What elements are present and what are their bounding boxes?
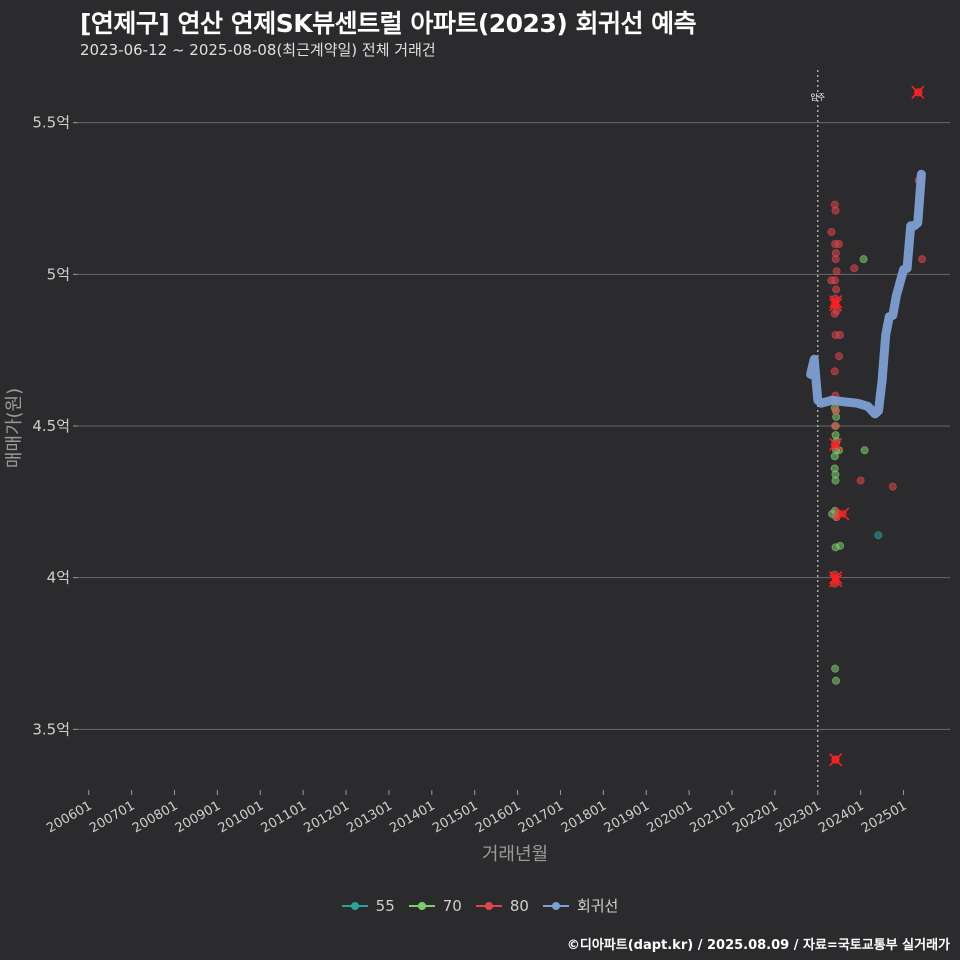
x-tick-label: 201501	[430, 798, 480, 836]
data-point-70	[836, 542, 843, 549]
x-tick-label: 201401	[387, 798, 437, 836]
legend-label-80: 80	[510, 897, 529, 915]
x-tick-label: 202001	[645, 798, 695, 836]
regression-layer	[811, 174, 922, 414]
data-point-70	[832, 677, 839, 684]
x-tick-label: 202501	[859, 798, 909, 836]
chart-svg: 입주 3.5억 4억 4.5억 5억 5.5억 200601200701200801200…	[0, 0, 960, 960]
data-point-80	[832, 256, 839, 263]
data-point-55	[875, 532, 882, 539]
x-axis-label: 거래년월	[482, 844, 548, 865]
x-tick-label: 200901	[173, 798, 223, 836]
legend: 55 70 80 회귀선	[0, 895, 960, 916]
data-point-80	[835, 240, 842, 247]
legend-item-regression[interactable]: 회귀선	[543, 895, 618, 916]
x-tick-label: 202101	[688, 798, 738, 836]
y-tick-label: 5.5억	[32, 114, 70, 132]
x-tick-label: 201601	[473, 798, 523, 836]
data-point-80	[832, 286, 839, 293]
data-point-80	[833, 268, 840, 275]
y-tick-label: 5억	[47, 265, 70, 283]
grid-layer	[78, 123, 950, 730]
legend-key-regression	[543, 900, 569, 912]
data-point-80	[857, 477, 864, 484]
source-caption: ©디아파트(dapt.kr) / 2025.08.09 / 자료=국토교통부 실…	[567, 934, 950, 953]
legend-label-70: 70	[443, 897, 462, 915]
data-point-70	[860, 256, 867, 263]
y-axis-label: 매매가(원)	[4, 388, 25, 468]
data-point-80	[828, 228, 835, 235]
y-tick-label: 4억	[47, 569, 70, 587]
data-point-80	[889, 483, 896, 490]
axis-layer: 3.5억 4억 4.5억 5억 5.5억 200601200701200801200901…	[32, 114, 909, 837]
x-tick-label: 201301	[344, 798, 394, 836]
x-tick-label: 202301	[773, 798, 823, 836]
legend-item-70[interactable]: 70	[409, 895, 462, 916]
legend-key-70	[409, 900, 435, 912]
data-point-70	[832, 665, 839, 672]
legend-item-80[interactable]: 80	[476, 895, 529, 916]
legend-item-55[interactable]: 55	[342, 895, 395, 916]
legend-label-regression: 회귀선	[577, 895, 618, 916]
data-point-80	[831, 310, 838, 317]
x-tick-label: 200801	[130, 798, 180, 836]
x-tick-label: 202201	[730, 798, 780, 836]
movein-label: 입주	[810, 93, 825, 102]
x-tick-label: 201201	[302, 798, 352, 836]
data-point-80	[918, 256, 925, 263]
data-point-80	[831, 422, 838, 429]
legend-key-55	[342, 900, 368, 912]
data-point-70	[861, 447, 868, 454]
y-tick-label: 3.5억	[32, 720, 70, 738]
x-tick-label: 201101	[259, 798, 309, 836]
x-tick-label: 201001	[216, 798, 266, 836]
data-point-80	[832, 407, 839, 414]
x-tick-label: 201801	[559, 798, 609, 836]
data-point-80	[851, 265, 858, 272]
data-point-80	[832, 207, 839, 214]
legend-label-55: 55	[376, 897, 395, 915]
x-tick-label: 200601	[44, 798, 94, 836]
x-tick-label: 201901	[602, 798, 652, 836]
legend-key-80	[476, 900, 502, 912]
x-tick-label: 201701	[516, 798, 566, 836]
regression-line	[811, 174, 922, 414]
x-tick-label: 202401	[816, 798, 866, 836]
data-point-80	[831, 368, 838, 375]
data-point-80	[836, 331, 843, 338]
x-tick-label: 200701	[87, 798, 137, 836]
y-tick-label: 4.5억	[32, 417, 70, 435]
data-point-80	[828, 277, 835, 284]
data-point-70	[832, 477, 839, 484]
data-point-80	[835, 353, 842, 360]
movein-layer: 입주	[810, 70, 825, 790]
